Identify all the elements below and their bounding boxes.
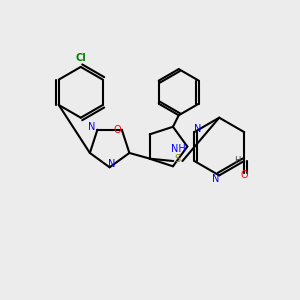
Text: O: O [113, 125, 121, 135]
Text: NH: NH [171, 144, 185, 154]
Text: N: N [194, 124, 201, 134]
Text: H: H [234, 157, 241, 166]
Text: Cl: Cl [75, 53, 86, 63]
Text: O: O [240, 170, 248, 180]
Text: N: N [88, 122, 95, 132]
Text: N: N [108, 159, 116, 169]
Text: N: N [212, 174, 220, 184]
Text: S: S [175, 154, 181, 164]
